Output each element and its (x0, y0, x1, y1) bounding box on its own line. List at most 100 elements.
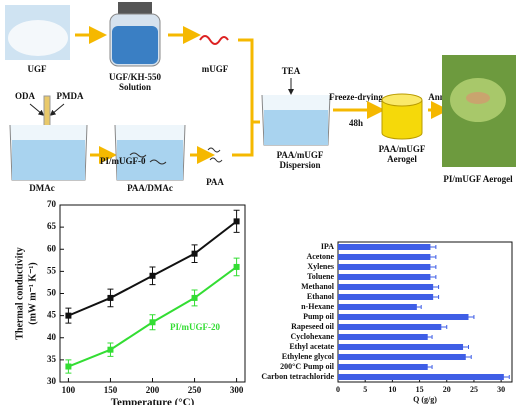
marker (149, 272, 156, 279)
marker (107, 346, 114, 353)
bar (338, 314, 469, 320)
marker (191, 294, 198, 301)
category-label: Ethanol (307, 292, 335, 301)
label: DMAc (29, 183, 55, 193)
category-label: Xylenes (307, 262, 334, 271)
error-bar (422, 365, 433, 369)
category-label: Ethyl acetate (289, 342, 334, 351)
label: 48h (349, 118, 363, 128)
label: Freeze-drying (329, 92, 383, 102)
error-bar (411, 305, 422, 309)
y-tick-label: 70 (47, 199, 57, 209)
category-label: Ethylene glycol (282, 352, 335, 361)
series-label: PI/mUGF-20 (170, 322, 220, 332)
x-tick-label: 10 (388, 385, 396, 394)
y-tick-label: 55 (47, 265, 57, 275)
bottle-cap (118, 2, 152, 14)
label: PAA/mUGF (277, 150, 324, 160)
liquid (12, 140, 85, 180)
error-bar (435, 325, 448, 329)
plot-frame (59, 204, 246, 383)
x-tick-label: 15 (416, 385, 424, 394)
x-axis-label: Temperature (°C) (111, 397, 195, 405)
x-tick-label: 200 (146, 385, 160, 395)
label: ODA (15, 91, 36, 101)
y-tick-label: 60 (47, 243, 57, 253)
bar (338, 324, 442, 330)
category-label: Pump oil (303, 312, 335, 321)
marker (149, 319, 156, 326)
paa-chains (207, 147, 223, 163)
label: PAA/mUGF (379, 144, 426, 154)
aerogel-cylinder (381, 100, 423, 140)
error-bar (424, 265, 437, 269)
bar (338, 254, 431, 260)
mugf-flakes (199, 35, 229, 45)
bar (338, 374, 504, 380)
marker (233, 263, 240, 270)
x-tick-label: 20 (443, 385, 451, 394)
y-tick-label: 35 (47, 354, 57, 364)
y-axis-label: (mW m⁻¹ K⁻¹) (27, 262, 38, 324)
error-bar (459, 355, 472, 359)
category-label: n-Hexane (301, 302, 334, 311)
marker (107, 294, 114, 301)
label: PAA/DMAc (127, 183, 173, 193)
solution (112, 26, 158, 64)
category-label: Rapeseed oil (291, 322, 335, 331)
bar (338, 274, 431, 280)
bar (338, 354, 466, 360)
label: Dispersion (279, 160, 320, 170)
x-tick-label: 150 (104, 385, 118, 395)
label: PI/mUGF Aerogel (443, 174, 513, 184)
y-tick-label: 30 (47, 376, 57, 386)
y-tick-label: 65 (47, 221, 57, 231)
marker (191, 250, 198, 257)
x-tick-label: 5 (363, 385, 367, 394)
x-tick-label: 30 (497, 385, 505, 394)
x-tick-label: 100 (62, 385, 76, 395)
connector (238, 38, 260, 124)
marker (65, 363, 72, 370)
error-bar (427, 295, 440, 299)
error-bar (422, 335, 433, 339)
bar (338, 344, 464, 350)
series-label: PI/mUGF-0 (100, 156, 146, 166)
aerogel-sample (466, 92, 490, 104)
error-bar (497, 375, 510, 379)
x-tick-label: 300 (230, 385, 244, 395)
bar (338, 264, 431, 270)
bar (338, 244, 431, 250)
plot-frame (337, 241, 513, 383)
arrow (29, 103, 45, 116)
ugf-fluff (8, 20, 68, 56)
error-bar (462, 315, 475, 319)
marker (233, 218, 240, 225)
y-tick-label: 45 (47, 310, 57, 320)
category-label: Toluene (307, 272, 334, 281)
x-tick-label: 250 (188, 385, 202, 395)
schematic: UGF UGF/KH-550 Solution mUGF ODA PMDA DM… (5, 2, 516, 193)
liquid (117, 140, 183, 180)
label: UGF/KH-550 (109, 72, 161, 82)
bar (338, 364, 428, 370)
bar (338, 334, 428, 340)
error-bar (457, 345, 469, 349)
category-label: Carbon tetrachloride (261, 372, 334, 381)
connector (232, 122, 254, 157)
error-bar (424, 245, 437, 249)
error-bar (424, 275, 437, 279)
bar (338, 304, 417, 310)
label: TEA (282, 66, 301, 76)
category-label: Acetone (306, 252, 334, 261)
y-tick-label: 40 (47, 332, 57, 342)
label: PAA (206, 177, 224, 187)
label: Aerogel (387, 154, 417, 164)
bar (338, 294, 434, 300)
category-label: IPA (321, 242, 334, 251)
x-axis-label: Q (g/g) (413, 395, 437, 404)
category-label: 200°C Pump oil (280, 362, 335, 371)
y-tick-label: 50 (47, 288, 57, 298)
error-bar (424, 255, 437, 259)
